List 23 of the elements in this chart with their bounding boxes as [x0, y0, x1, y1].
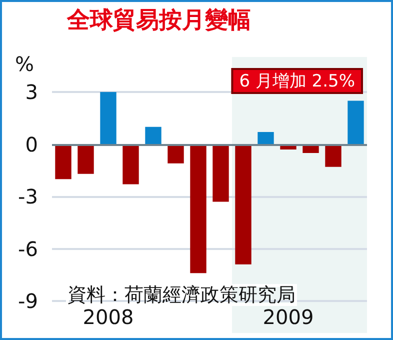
bar: [145, 126, 162, 144]
annotation: 資料：荷蘭經濟政策研究局: [68, 284, 296, 306]
y-tick-label: -9: [18, 289, 38, 313]
bar: [235, 144, 252, 264]
bar: [325, 144, 342, 167]
bar: [348, 100, 364, 144]
y-tick-label: 3: [25, 80, 38, 104]
y-tick-label: 0: [25, 132, 38, 156]
bar: [55, 144, 72, 180]
bar: [78, 144, 94, 174]
bar: [100, 92, 116, 144]
y-axis-title: %: [14, 52, 34, 76]
y-tick-label: -6: [18, 236, 38, 261]
y-tick-label: -3: [18, 184, 38, 208]
bar: [212, 144, 229, 202]
text: 6 月增加 2.5%: [239, 72, 355, 92]
chart-title: 全球貿易按月變幅: [66, 8, 251, 34]
x-tick-label: 2008: [82, 305, 134, 329]
bar: [122, 144, 139, 184]
bar: [258, 132, 274, 144]
bar: [190, 144, 206, 274]
bar: [168, 144, 184, 164]
x-tick-label: 2009: [262, 305, 314, 329]
